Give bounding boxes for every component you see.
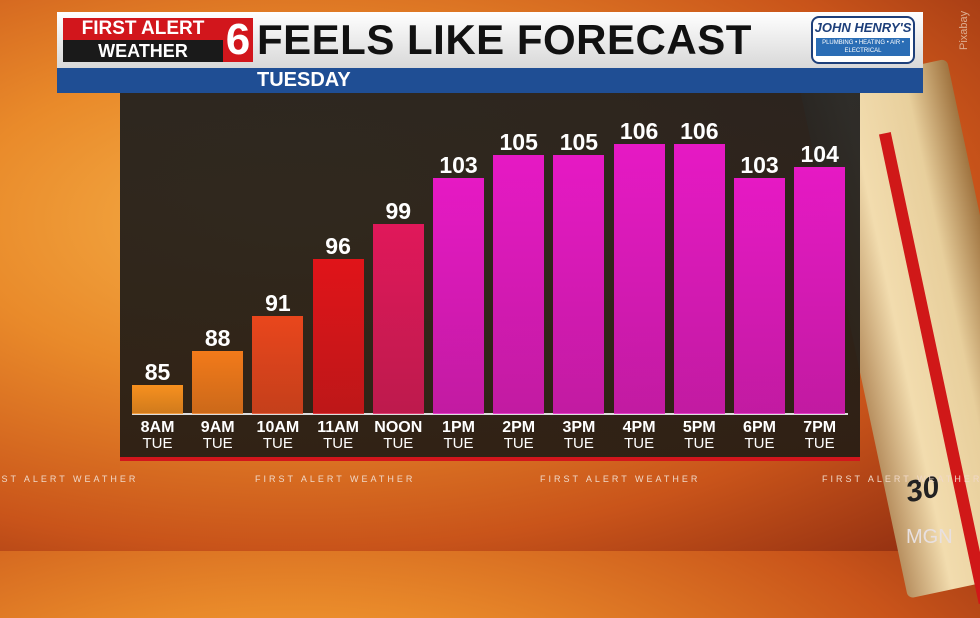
hour-label: 10AM (256, 419, 300, 436)
logo-line2: WEATHER (63, 40, 223, 62)
day-sublabel: TUE (744, 435, 775, 452)
data-label: 106 (680, 117, 719, 144)
bar-10am (252, 316, 304, 414)
day-sublabel: TUE (202, 435, 233, 452)
x-tick-label: 11AM TUE (308, 420, 368, 452)
day-sublabel: TUE (624, 435, 655, 452)
bar-6pm (734, 178, 785, 414)
x-tick-label: NOON TUE (368, 420, 428, 452)
day-sublabel: TUE (443, 435, 474, 452)
bar-9am (192, 350, 244, 414)
data-label: 91 (265, 290, 291, 317)
x-tick-label: 7PM TUE (790, 420, 850, 452)
header-bar: FIRST ALERT WEATHER 6 FEELS LIKE FORECAS… (57, 12, 923, 68)
bar-4pm (613, 143, 665, 414)
sponsor-logo: JOHN HENRY'S PLUMBING • HEATING • AIR • … (811, 16, 915, 64)
sponsor-name: JOHN HENRY'S (814, 20, 912, 35)
x-tick-label: 3PM TUE (549, 420, 609, 452)
bar-7pm (794, 166, 846, 414)
ticker-item: FIRST ALERT WEATHER (540, 474, 701, 484)
hour-label: 3PM (562, 419, 596, 436)
x-tick-label: 2PM TUE (489, 420, 549, 452)
bar-8am (132, 385, 183, 414)
day-label: TUESDAY (257, 69, 351, 91)
hour-label: 7PM (803, 419, 837, 436)
day-sublabel: TUE (383, 435, 414, 452)
bar-2pm (493, 155, 545, 414)
data-label: 105 (559, 129, 599, 156)
x-tick-label: 4PM TUE (609, 420, 669, 452)
bar-1pm (433, 178, 484, 414)
hour-label: 6PM (743, 419, 776, 436)
x-tick-label: 9AM TUE (188, 420, 248, 452)
chart-baseline (132, 413, 848, 415)
day-sublabel: TUE (323, 435, 354, 452)
data-label: 104 (800, 140, 839, 167)
day-sublabel: TUE (503, 435, 534, 452)
ticker-item: FIRST ALERT WEATHER (0, 474, 139, 484)
hour-label: NOON (374, 419, 423, 436)
hour-label: 2PM (502, 419, 536, 436)
day-bar: TUESDAY (57, 68, 923, 93)
x-tick-label: 5PM TUE (669, 420, 729, 452)
ticker-item: FIRST ALERT WEATHER (255, 474, 416, 484)
day-sublabel: TUE (262, 435, 293, 452)
day-sublabel: TUE (142, 435, 173, 452)
data-label: 99 (385, 198, 412, 225)
x-tick-label: 10AM TUE (248, 420, 308, 452)
photo-credit: Pixabay (958, 10, 970, 50)
day-sublabel: TUE (804, 435, 835, 452)
ticker-item: FIRST ALERT WEATHER (822, 474, 980, 484)
logo-number: 6 (223, 18, 253, 62)
data-label: 103 (439, 152, 478, 179)
bar-noon (372, 224, 424, 414)
hour-label: 9AM (200, 419, 235, 436)
first-alert-weather-logo: FIRST ALERT WEATHER 6 (63, 18, 277, 62)
data-label: 88 (204, 324, 231, 351)
hour-label: 5PM (682, 419, 716, 436)
data-label: 105 (499, 129, 538, 156)
sponsor-services: PLUMBING • HEATING • AIR • ELECTRICAL (816, 38, 910, 56)
agency-credit: MGN (906, 526, 953, 548)
hour-label: 4PM (622, 419, 656, 436)
hour-label: 1PM (442, 419, 475, 436)
hour-label: 8AM (140, 419, 175, 436)
x-tick-label: 1PM TUE (429, 420, 489, 452)
data-label: 96 (325, 232, 351, 259)
x-tick-label: 6PM TUE (730, 420, 790, 452)
hour-label: 11AM (317, 419, 359, 436)
bar-3pm (553, 155, 605, 414)
x-tick-label: 8AM TUE (128, 420, 188, 452)
page-title: FEELS LIKE FORECAST (257, 16, 752, 63)
bar-5pm (673, 143, 725, 414)
data-label: 103 (740, 152, 779, 179)
bar-chart: 85 8AM TUE 88 9AM TUE 91 10AM TUE 96 11AM TUE 99 NOON… (120, 93, 860, 461)
data-label: 85 (144, 359, 171, 386)
day-sublabel: TUE (684, 435, 715, 452)
day-sublabel: TUE (563, 435, 594, 452)
data-label: 106 (619, 117, 659, 144)
logo-line1: FIRST ALERT (63, 18, 223, 40)
bar-11am (312, 258, 364, 414)
